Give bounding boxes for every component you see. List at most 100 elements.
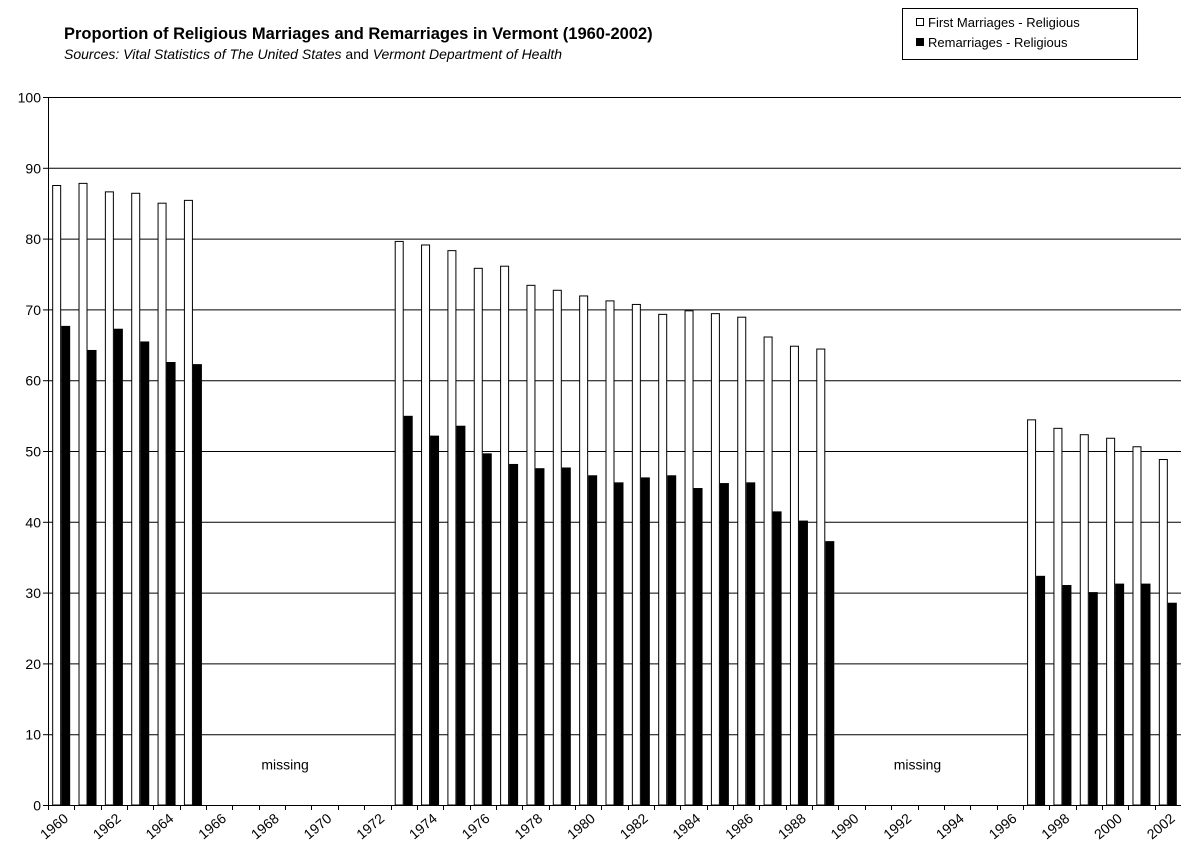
bar-remarriage-1980 xyxy=(588,475,598,806)
bar-first-marriage-1975 xyxy=(447,250,457,806)
x-tick-label-1996: 1996 xyxy=(986,810,1020,842)
bar-remarriage-2002 xyxy=(1167,602,1177,806)
bar-first-marriage-2001 xyxy=(1132,446,1142,806)
x-tick-label-1990: 1990 xyxy=(827,810,861,842)
x-tick-label-1980: 1980 xyxy=(564,810,598,842)
bar-remarriage-1987 xyxy=(772,511,782,806)
x-tick-label-1970: 1970 xyxy=(300,810,334,842)
bar-first-marriage-1986 xyxy=(737,316,747,806)
bar-remarriage-1983 xyxy=(667,475,677,806)
bar-first-marriage-1988 xyxy=(789,345,799,806)
x-tick-label-1978: 1978 xyxy=(511,810,545,842)
y-tick-label-30: 30 xyxy=(25,585,41,601)
legend-entry-remarriages: Remarriages - Religious xyxy=(903,32,1137,52)
y-tick-label-10: 10 xyxy=(25,727,41,743)
bar-first-marriage-1962 xyxy=(104,191,114,806)
x-tick-label-2002: 2002 xyxy=(1144,810,1178,842)
x-tick-label-1998: 1998 xyxy=(1038,810,1072,842)
bar-first-marriage-1960 xyxy=(52,185,62,806)
bar-first-marriage-1980 xyxy=(579,295,589,806)
bar-first-marriage-1977 xyxy=(500,265,510,806)
x-tick-label-1968: 1968 xyxy=(248,810,282,842)
bar-first-marriage-1973 xyxy=(394,240,404,806)
bar-remarriage-1976 xyxy=(482,453,492,806)
bar-remarriage-1975 xyxy=(456,425,466,806)
y-tick-label-70: 70 xyxy=(25,302,41,318)
bar-remarriage-1977 xyxy=(509,463,519,806)
bar-remarriage-1965 xyxy=(192,364,202,806)
bar-first-marriage-1978 xyxy=(526,284,536,806)
bar-remarriage-1999 xyxy=(1088,592,1098,806)
legend-swatch-black-icon xyxy=(916,38,924,46)
bar-first-marriage-1965 xyxy=(183,199,193,806)
bar-remarriage-1984 xyxy=(693,488,703,806)
bar-first-marriage-1979 xyxy=(552,289,562,806)
x-tick-label-1988: 1988 xyxy=(775,810,809,842)
bar-first-marriage-1999 xyxy=(1079,434,1089,806)
bar-remarriage-1961 xyxy=(87,349,97,806)
y-tick-label-60: 60 xyxy=(25,373,41,389)
y-tick-label-80: 80 xyxy=(25,231,41,247)
x-tick-label-1986: 1986 xyxy=(722,810,756,842)
bar-first-marriage-1998 xyxy=(1053,427,1063,806)
bar-remarriage-1982 xyxy=(640,477,650,806)
legend-entry-first-marriages: First Marriages - Religious xyxy=(903,12,1137,32)
bar-remarriage-2000 xyxy=(1115,583,1125,806)
bar-first-marriage-2002 xyxy=(1158,458,1168,806)
annotation-missing-2: missing xyxy=(894,757,941,773)
bar-remarriage-1974 xyxy=(430,435,440,806)
subtitle-source-1: Sources: Vital Statistics of The United … xyxy=(64,46,342,62)
y-tick-label-100: 100 xyxy=(18,90,42,106)
chart-title-block: Proportion of Religious Marriages and Re… xyxy=(64,24,653,64)
bar-remarriage-1988 xyxy=(798,520,808,806)
bar-remarriage-1986 xyxy=(746,482,756,806)
x-tick-label-1982: 1982 xyxy=(617,810,651,842)
bar-first-marriage-1985 xyxy=(710,313,720,806)
x-tick-label-1992: 1992 xyxy=(880,810,914,842)
bar-first-marriage-1981 xyxy=(605,300,615,806)
bar-remarriage-1985 xyxy=(719,483,729,806)
legend-label-remarriages: Remarriages - Religious xyxy=(928,34,1068,50)
bar-remarriage-1989 xyxy=(825,541,835,806)
y-tick-label-90: 90 xyxy=(25,160,41,176)
x-tick-label-1994: 1994 xyxy=(933,810,967,842)
y-tick-label-20: 20 xyxy=(25,656,41,672)
annotation-missing-1: missing xyxy=(261,757,308,773)
x-tick-label-1972: 1972 xyxy=(353,810,387,842)
bar-first-marriage-1974 xyxy=(421,244,431,806)
y-tick-label-40: 40 xyxy=(25,514,41,530)
bar-remarriage-1963 xyxy=(140,341,150,806)
bar-remarriage-1964 xyxy=(166,362,176,806)
y-tick-label-50: 50 xyxy=(25,444,41,460)
bar-remarriage-1978 xyxy=(535,468,545,806)
bar-remarriage-1962 xyxy=(113,328,123,806)
bar-first-marriage-1961 xyxy=(78,182,88,806)
legend-label-first-marriages: First Marriages - Religious xyxy=(928,14,1080,30)
bar-first-marriage-1964 xyxy=(157,202,167,806)
bar-first-marriage-1976 xyxy=(473,267,483,806)
bar-remarriage-1960 xyxy=(61,325,71,806)
chart-subtitle: Sources: Vital Statistics of The United … xyxy=(64,44,653,64)
bar-first-marriage-1963 xyxy=(131,192,141,806)
bar-first-marriage-1989 xyxy=(816,348,826,806)
bar-first-marriage-2000 xyxy=(1106,437,1116,806)
bar-remarriage-2001 xyxy=(1141,583,1151,806)
x-tick-label-1976: 1976 xyxy=(459,810,493,842)
bar-remarriage-1979 xyxy=(561,467,571,806)
x-tick-label-1966: 1966 xyxy=(195,810,229,842)
bar-remarriage-1998 xyxy=(1062,585,1072,806)
bar-first-marriage-1997 xyxy=(1027,419,1037,806)
legend: First Marriages - Religious Remarriages … xyxy=(902,8,1138,60)
bar-first-marriage-1982 xyxy=(631,303,641,806)
bar-first-marriage-1984 xyxy=(684,310,694,806)
x-tick-label-2000: 2000 xyxy=(1091,810,1125,842)
bar-remarriage-1973 xyxy=(403,415,413,806)
bar-first-marriage-1983 xyxy=(658,313,668,806)
x-tick-label-1964: 1964 xyxy=(142,810,176,842)
bar-remarriage-1997 xyxy=(1036,575,1046,806)
y-tick-label-0: 0 xyxy=(33,798,41,814)
legend-swatch-white-icon xyxy=(916,18,924,26)
bar-remarriage-1981 xyxy=(614,482,624,806)
subtitle-source-2: Vermont Department of Health xyxy=(372,46,563,62)
subtitle-connector: and xyxy=(341,46,373,62)
